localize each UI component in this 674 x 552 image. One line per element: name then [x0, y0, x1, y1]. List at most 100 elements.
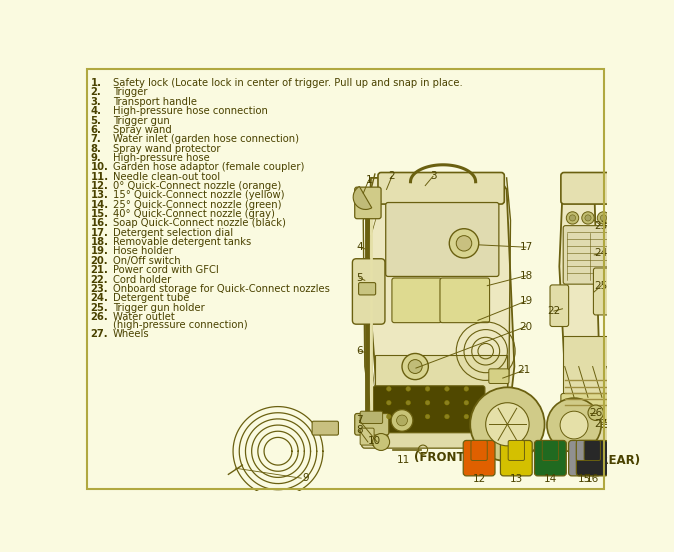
- Text: 4.: 4.: [90, 106, 102, 116]
- Text: 26.: 26.: [90, 312, 109, 322]
- Text: Detergent selection dial: Detergent selection dial: [113, 228, 233, 238]
- Circle shape: [560, 411, 588, 439]
- Text: 25: 25: [594, 280, 608, 291]
- FancyBboxPatch shape: [360, 428, 374, 445]
- Circle shape: [464, 386, 468, 391]
- Text: 17: 17: [520, 242, 532, 252]
- Text: Garden hose adaptor (female coupler): Garden hose adaptor (female coupler): [113, 162, 305, 172]
- Text: 11.: 11.: [90, 172, 109, 182]
- FancyBboxPatch shape: [576, 440, 608, 476]
- Text: Onboard storage for Quick-Connect nozzles: Onboard storage for Quick-Connect nozzle…: [113, 284, 330, 294]
- Text: (FRONT): (FRONT): [415, 451, 470, 464]
- Text: 15.: 15.: [90, 209, 109, 219]
- FancyBboxPatch shape: [550, 285, 569, 326]
- FancyBboxPatch shape: [500, 440, 532, 476]
- Polygon shape: [367, 178, 514, 436]
- Text: 18.: 18.: [90, 237, 109, 247]
- Circle shape: [566, 212, 579, 224]
- Circle shape: [464, 400, 468, 405]
- Circle shape: [406, 386, 410, 391]
- Text: 22: 22: [547, 306, 561, 316]
- Text: Transport handle: Transport handle: [113, 97, 197, 107]
- Text: Needle clean-out tool: Needle clean-out tool: [113, 172, 220, 182]
- Text: 14.: 14.: [90, 200, 109, 210]
- Bar: [375, 355, 507, 401]
- FancyBboxPatch shape: [463, 440, 495, 476]
- Text: 19: 19: [520, 296, 532, 306]
- Circle shape: [616, 215, 622, 221]
- FancyBboxPatch shape: [471, 440, 487, 460]
- Text: 15° Quick-Connect nozzle (yellow): 15° Quick-Connect nozzle (yellow): [113, 190, 284, 200]
- FancyBboxPatch shape: [312, 421, 338, 435]
- Text: 12.: 12.: [90, 181, 109, 191]
- Text: 14: 14: [544, 474, 557, 484]
- FancyBboxPatch shape: [561, 394, 674, 423]
- Text: Hose holder: Hose holder: [113, 246, 173, 257]
- Text: 20: 20: [520, 321, 532, 332]
- Text: 7.: 7.: [90, 134, 101, 144]
- Text: 4: 4: [356, 242, 363, 252]
- FancyBboxPatch shape: [569, 440, 601, 476]
- Circle shape: [486, 403, 529, 446]
- Circle shape: [402, 353, 429, 380]
- Circle shape: [406, 400, 410, 405]
- Text: Wheels: Wheels: [113, 330, 150, 339]
- Text: 1.: 1.: [90, 78, 102, 88]
- FancyBboxPatch shape: [584, 440, 601, 460]
- Text: 40° Quick-Connect nozzle (gray): 40° Quick-Connect nozzle (gray): [113, 209, 275, 219]
- Text: Soap Quick-Connect nozzle (black): Soap Quick-Connect nozzle (black): [113, 219, 286, 229]
- Circle shape: [632, 392, 674, 457]
- Text: 13: 13: [510, 474, 523, 484]
- Circle shape: [386, 386, 391, 391]
- Text: Trigger gun: Trigger gun: [113, 115, 170, 125]
- Text: 21.: 21.: [90, 265, 109, 275]
- Text: 8.: 8.: [90, 144, 101, 153]
- Circle shape: [585, 215, 591, 221]
- Text: (high-pressure connection): (high-pressure connection): [113, 320, 247, 330]
- Text: Cord holder: Cord holder: [113, 274, 171, 284]
- Text: Detergent tube: Detergent tube: [113, 293, 189, 303]
- Circle shape: [632, 215, 638, 221]
- Circle shape: [386, 400, 391, 405]
- Text: 3: 3: [430, 171, 436, 182]
- Circle shape: [373, 433, 390, 450]
- Circle shape: [588, 405, 603, 421]
- Text: Spray wand: Spray wand: [113, 125, 172, 135]
- Text: 5: 5: [356, 273, 363, 283]
- Text: High-pressure hose: High-pressure hose: [113, 153, 210, 163]
- Circle shape: [628, 212, 641, 224]
- Circle shape: [601, 215, 607, 221]
- FancyBboxPatch shape: [593, 268, 612, 315]
- Circle shape: [464, 415, 468, 419]
- Text: 19.: 19.: [90, 246, 109, 257]
- Text: 2: 2: [389, 171, 395, 182]
- Circle shape: [408, 359, 422, 374]
- Circle shape: [570, 215, 576, 221]
- FancyBboxPatch shape: [534, 440, 566, 476]
- Circle shape: [425, 400, 430, 405]
- Circle shape: [582, 212, 594, 224]
- Circle shape: [450, 229, 479, 258]
- FancyBboxPatch shape: [543, 440, 559, 460]
- Text: 8: 8: [356, 426, 363, 436]
- Text: 15: 15: [578, 474, 592, 484]
- Text: Safety lock (Locate lock in center of trigger. Pull up and snap in place.: Safety lock (Locate lock in center of tr…: [113, 78, 463, 88]
- Text: Trigger gun holder: Trigger gun holder: [113, 302, 205, 312]
- Circle shape: [425, 415, 430, 419]
- Text: 23.: 23.: [90, 284, 108, 294]
- Circle shape: [648, 407, 674, 441]
- Circle shape: [391, 410, 413, 431]
- Text: 12: 12: [473, 474, 486, 484]
- FancyBboxPatch shape: [373, 386, 485, 433]
- FancyBboxPatch shape: [378, 172, 504, 204]
- Text: 0° Quick-Connect nozzle (orange): 0° Quick-Connect nozzle (orange): [113, 181, 281, 191]
- Circle shape: [445, 386, 450, 391]
- Text: Water outlet: Water outlet: [113, 312, 175, 322]
- Text: 7: 7: [356, 416, 363, 426]
- Bar: [563, 336, 673, 397]
- Text: 6: 6: [356, 346, 363, 356]
- Wedge shape: [353, 187, 372, 209]
- Text: 16: 16: [586, 474, 599, 484]
- FancyBboxPatch shape: [362, 425, 523, 448]
- Circle shape: [425, 386, 430, 391]
